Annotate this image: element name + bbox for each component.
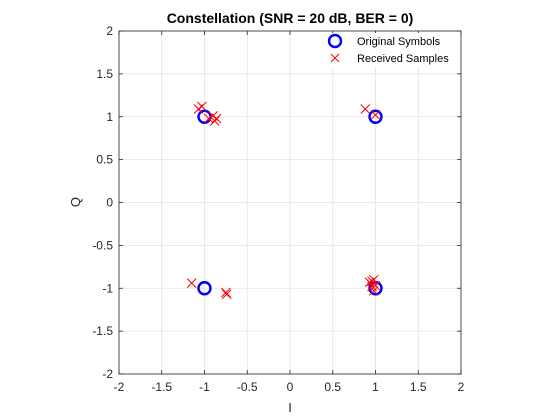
y-tick-label: -0.5 [92,238,113,252]
legend: Original Symbols Received Samples [320,33,460,67]
x-tick-label: -1.5 [151,380,172,394]
x-tick-label: 0.5 [324,380,341,394]
y-tick-label: 1 [106,110,113,124]
y-axis-label: Q [68,197,83,207]
x-tick-label: -1 [199,380,210,394]
grid [118,30,462,375]
received-sample-point [360,104,371,114]
axes-box [118,30,462,375]
received-sample-point [221,289,232,300]
received-sample-point [197,101,207,112]
original-symbol-point [368,109,383,124]
y-tick-label: -1.5 [92,324,113,338]
y-tick-label: -1 [102,281,113,295]
received-sample-point [364,277,375,288]
y-tick-label: -2 [102,367,113,381]
y-tick-label: 1.5 [96,67,113,81]
chart-title: Constellation (SNR = 20 dB, BER = 0) [167,10,414,26]
x-axis-label: I [288,400,292,415]
received-sample-point [211,113,222,124]
x-tick-label: 2 [458,380,465,394]
original-symbol-point [368,281,383,296]
legend-marker-original-symbols [327,33,343,49]
received-sample-point [368,285,379,296]
received-sample-point [186,278,197,288]
original-symbol-point [197,281,212,296]
series-1 [186,101,381,300]
x-tick-label: -0.5 [237,380,258,394]
received-sample-point [370,280,381,291]
legend-box [320,33,460,67]
legend-label-original-symbols: Original Symbols [357,36,441,48]
tick-labels: -2 -1.5 -1 -0.5 0 0.5 1 1.5 2 -2 -1.5 -1 -0.5 0 0.5 1 1.… [92,24,464,394]
x-tick-label: -2 [114,380,125,394]
legend-marker-received-samples [330,53,340,63]
received-sample-point [221,287,231,298]
series-layer [186,101,383,300]
y-tick-label: 0.5 [96,153,113,167]
y-tick-label: 2 [106,24,113,38]
legend-label-received-samples: Received Samples [357,53,449,65]
received-sample-point [209,116,220,126]
x-tick-label: 1.5 [410,380,427,394]
received-sample-point [370,110,381,120]
x-tick-label: 1 [372,380,379,394]
x-tick-label: 0 [287,380,294,394]
y-tick-label: 0 [106,196,113,210]
received-sample-point [203,113,214,124]
received-sample-point [368,274,379,285]
